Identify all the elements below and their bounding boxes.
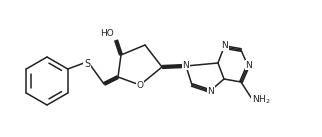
- Text: HO: HO: [100, 29, 114, 38]
- Text: S: S: [84, 59, 90, 69]
- Text: N: N: [246, 61, 252, 69]
- Text: N: N: [222, 42, 228, 51]
- Text: N: N: [183, 61, 189, 69]
- Text: O: O: [137, 82, 144, 91]
- Text: NH$_2$: NH$_2$: [252, 94, 270, 106]
- Text: N: N: [208, 86, 214, 95]
